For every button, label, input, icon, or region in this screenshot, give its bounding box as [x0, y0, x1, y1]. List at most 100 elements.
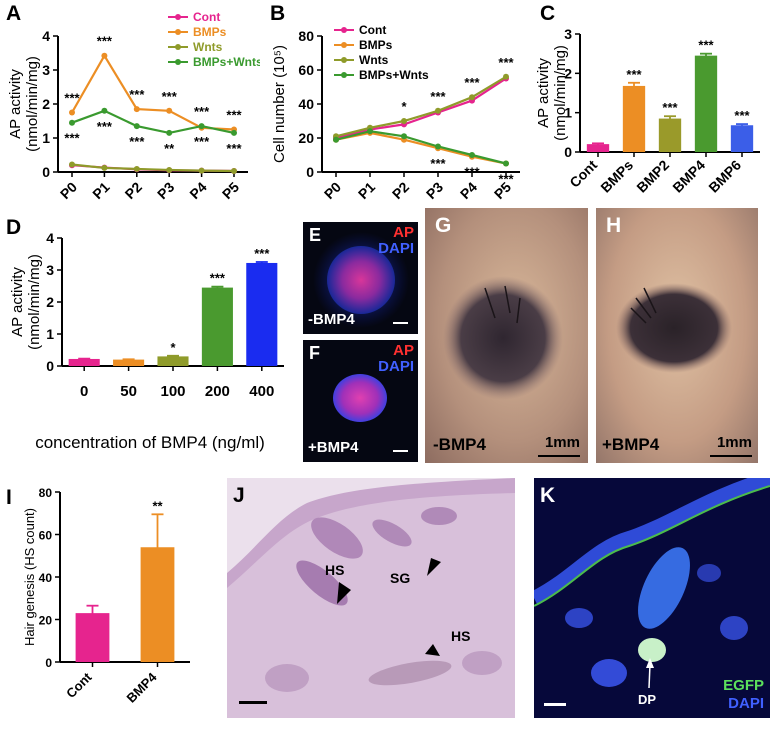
significance-above: *** — [162, 89, 178, 104]
legend-label: BMPs+Wnts — [193, 55, 260, 69]
significance-below: *** — [194, 134, 210, 149]
histology-j — [227, 478, 515, 718]
bar-50 — [113, 359, 145, 366]
y-tick-label: 20 — [298, 130, 314, 146]
scale-bar-j — [239, 701, 267, 704]
data-point — [133, 165, 140, 172]
x-tick-label: P1 — [89, 179, 113, 203]
y-tick-label: 60 — [298, 62, 314, 78]
data-point — [231, 167, 237, 174]
significance-mark: *** — [626, 67, 642, 82]
condition-e: -BMP4 — [308, 311, 355, 328]
panel-d: D 0 1 2 3 4 AP activity(nmol/min/mg) 0 50 * 100 **… — [0, 212, 300, 467]
chart-c: 0 1 2 3 AP activity(nmol/min/mg) Cont *** BMPs *… — [535, 26, 760, 196]
arrows-j — [337, 558, 441, 656]
x-tick-label: 100 — [160, 383, 185, 400]
x-tick-label: P3 — [423, 179, 447, 203]
scale-bar-h — [710, 455, 752, 457]
panel-label-f: F — [309, 343, 320, 363]
significance-below: *** — [129, 134, 145, 149]
x-tick-label: 50 — [120, 383, 137, 400]
x-tick-label: BMP6 — [705, 157, 744, 196]
legend-label: Cont — [359, 23, 386, 37]
series-line-bmps — [335, 131, 507, 165]
label-sg: SG — [390, 570, 411, 586]
y-tick-label: 40 — [39, 571, 53, 585]
x-tick-label: P4 — [457, 179, 481, 203]
legend-marker — [341, 72, 347, 78]
stain-dapi-k: DAPI — [728, 695, 764, 712]
panel-label-i: I — [6, 486, 12, 509]
scale-bar-e — [393, 322, 408, 324]
y-tick-label: 1 — [564, 105, 572, 121]
x-tick-label: Cont — [566, 157, 600, 191]
panel-i: I 0 20 40 60 80 Hair genesis (HS count) Cont **… — [0, 470, 222, 725]
legend-label: BMPs — [359, 38, 393, 52]
y-axis-label: AP activity(nmol/min/mg) — [9, 254, 43, 350]
x-tick-label: P0 — [57, 179, 81, 203]
x-tick-label: P0 — [321, 179, 345, 203]
data-point — [198, 167, 205, 174]
y-tick-label: 0 — [306, 164, 314, 180]
bar-0 — [68, 358, 100, 366]
scale-label-h: 1mm — [716, 434, 752, 451]
legend-marker — [175, 14, 181, 20]
significance-below: *** — [498, 172, 514, 187]
x-tick-label: P4 — [186, 179, 210, 203]
significance-above: *** — [129, 87, 145, 102]
panel-a: A 0 1 2 3 4 AP activity(nmol/min/mg) P0 P1 P2 P3 P… — [0, 0, 263, 210]
series-line-cont — [335, 77, 507, 140]
y-tick-label: 2 — [42, 96, 50, 112]
cell-cluster-f — [333, 374, 387, 422]
significance-above: *** — [498, 55, 514, 70]
significance-above: *** — [464, 75, 480, 90]
panel-label-k: K — [540, 484, 556, 507]
data-point — [469, 94, 475, 101]
data-point — [133, 106, 140, 113]
hair-patch-h — [616, 283, 732, 373]
image-panel-j: J HS SG HS — [227, 478, 515, 718]
panel-label-g: G — [435, 214, 452, 237]
stain-egfp-k: EGFP — [723, 677, 764, 694]
panel-b: B 0 20 40 60 80 Cell number (10⁵) P0 P1 P2 P3 P4 P5… — [262, 0, 532, 210]
data-point — [101, 107, 108, 114]
y-tick-label: 2 — [564, 65, 572, 81]
panel-label-a: A — [6, 2, 22, 25]
data-point — [166, 129, 173, 136]
significance-below: *** — [64, 131, 80, 146]
panel-label-d: D — [6, 216, 22, 239]
bar-bmp2 — [658, 118, 682, 152]
data-point — [166, 107, 173, 114]
y-axis-label: AP activity(nmol/min/mg) — [535, 45, 569, 141]
y-tick-label: 4 — [46, 230, 54, 246]
y-tick-label: 3 — [46, 262, 54, 278]
panel-label-c: C — [540, 2, 556, 25]
y-tick-label: 3 — [42, 62, 50, 78]
bar-bmp6 — [730, 125, 754, 152]
data-point — [333, 136, 339, 143]
data-point — [367, 128, 373, 135]
x-tick-label: 0 — [80, 383, 88, 400]
significance-mark: *** — [210, 271, 226, 286]
data-point — [435, 107, 441, 114]
data-point — [198, 123, 205, 130]
significance-above: *** — [194, 104, 210, 119]
scale-bar-g — [538, 455, 580, 457]
y-tick-label: 0 — [42, 164, 50, 180]
y-axis-label-line1: AP activity — [7, 69, 24, 139]
y-tick-label: 20 — [39, 614, 53, 628]
significance-mark: * — [170, 340, 176, 355]
panel-label-h: H — [606, 214, 622, 237]
bar-cont — [75, 613, 110, 662]
panel-label-b: B — [270, 2, 286, 25]
data-point — [503, 73, 509, 80]
stain-dapi-f: DAPI — [378, 358, 414, 375]
significance-above: *** — [97, 34, 113, 49]
y-axis-label-line2: (nmol/min/mg) — [26, 254, 43, 350]
y-axis-label-line2: (nmol/min/mg) — [24, 56, 41, 152]
data-point — [101, 164, 108, 171]
panel-label-j: J — [233, 484, 245, 507]
condition-g: -BMP4 — [433, 435, 486, 454]
image-panel-h: H +BMP4 1mm — [596, 208, 758, 463]
